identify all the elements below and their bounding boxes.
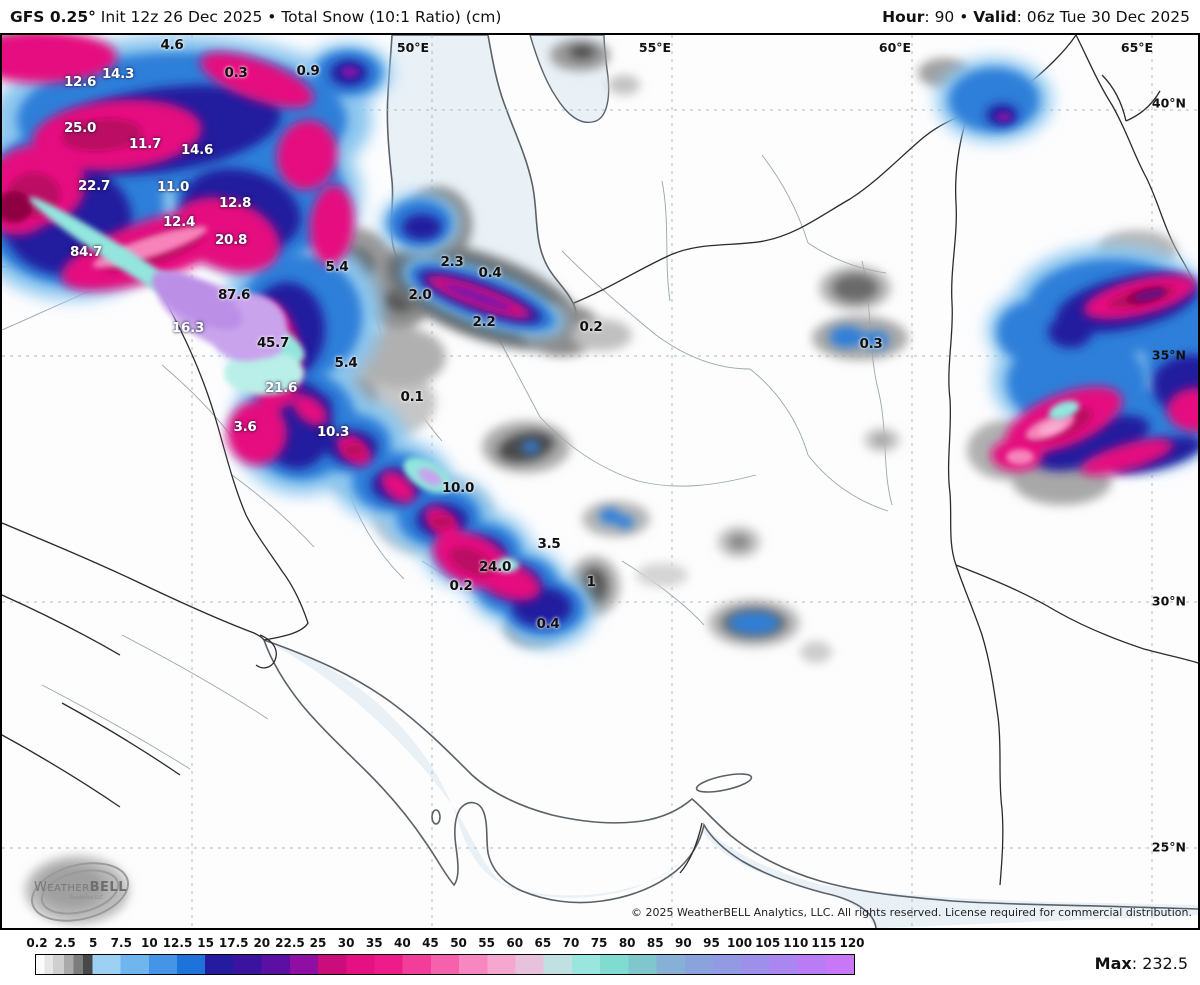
copyright-text: © 2025 WeatherBELL Analytics, LLC. All r…: [631, 906, 1192, 919]
colorbar-tick-label: 70: [562, 936, 580, 950]
colorbar-tick-label: 5: [89, 936, 98, 950]
province-borders: [2, 130, 893, 770]
colorbar-tick-label: 50: [450, 936, 467, 950]
colorbar-tick-label: 35: [365, 936, 383, 950]
colorbar-tick-label: 17.5: [218, 936, 249, 950]
header-bar: GFS 0.25° Init 12z 26 Dec 2025 • Total S…: [0, 0, 1200, 33]
valid-value: : 06z Tue 30 Dec 2025: [1016, 7, 1190, 26]
hour-label: Hour: [882, 7, 925, 26]
colorbar-tick-label: 120: [839, 936, 865, 950]
colorbar-tick-label: 95: [703, 936, 720, 950]
hour-value: : 90 •: [924, 7, 974, 26]
colorbar-tick-label: 100: [727, 936, 753, 950]
valid-label: Valid: [973, 7, 1017, 26]
colorbar-tick-label: 105: [755, 936, 781, 950]
logo-bell: BELL: [89, 880, 127, 895]
colorbar-tick-label: 75: [590, 936, 608, 950]
colorbar-tick-label: 25: [309, 936, 327, 950]
logo-w: W: [34, 880, 48, 895]
colorbar-zone: 0.2 2.5 5 7.5 10 12.5 15 17.5 20 22.5 25 30 35 40 45 50…: [0, 930, 1200, 985]
colorbar-tick-label: 85: [646, 936, 664, 950]
colorbar-tick-label: 45: [422, 936, 439, 950]
colorbar-tick-label: 60: [506, 936, 524, 950]
header-valid: Hour: 90 • Valid: 06z Tue 30 Dec 2025: [882, 8, 1190, 26]
colorbar-tick-label: 40: [393, 936, 411, 950]
max-label: Max: [1094, 954, 1132, 973]
graticule: [2, 35, 1198, 928]
colorbar-tick-label: 90: [675, 936, 692, 950]
logo-eather: EATHER: [47, 883, 90, 894]
colorbar-tick-label: 20: [253, 936, 271, 950]
init-and-parameter: Init 12z 26 Dec 2025 • Total Snow (10:1 …: [95, 7, 502, 26]
colorbar-tick-label: 80: [618, 936, 636, 950]
colorbar-tick-label: 110: [783, 936, 809, 950]
snow-shading-purple: [151, 66, 1166, 486]
max-number: : 232.5: [1131, 954, 1188, 973]
colorbar-tick-label: 22.5: [275, 936, 305, 950]
colorbar-tick-label: 12.5: [162, 936, 193, 950]
max-value: Max: 232.5: [1095, 954, 1188, 973]
colorbar-tick-label: 115: [811, 936, 837, 950]
colorbar-tick-label: 7.5: [110, 936, 132, 950]
colorbar-gradient: [35, 954, 855, 975]
colorbar-tick-label: 15: [197, 936, 214, 950]
header-title: GFS 0.25° Init 12z 26 Dec 2025 • Total S…: [10, 8, 501, 26]
colorbar-tick-label: 55: [478, 936, 495, 950]
weatherbell-logo: WEATHERBELL Analytics LLC: [24, 852, 154, 932]
colorbar-tick-label: 10: [141, 936, 158, 950]
colorbar-tick-label: 65: [534, 936, 552, 950]
forecast-map: [0, 33, 1200, 930]
colorbar-tick-label: 30: [337, 936, 355, 950]
map-canvas: [2, 35, 1198, 928]
colorbar-tick-label: 2.5: [54, 936, 76, 950]
model-name: GFS 0.25°: [10, 7, 96, 26]
coastlines: [263, 639, 1198, 928]
colorbar-tick-label: 0.2: [26, 936, 48, 950]
logo-text: WEATHERBELL: [34, 880, 127, 895]
logo-subtext: Analytics LLC: [70, 895, 104, 901]
